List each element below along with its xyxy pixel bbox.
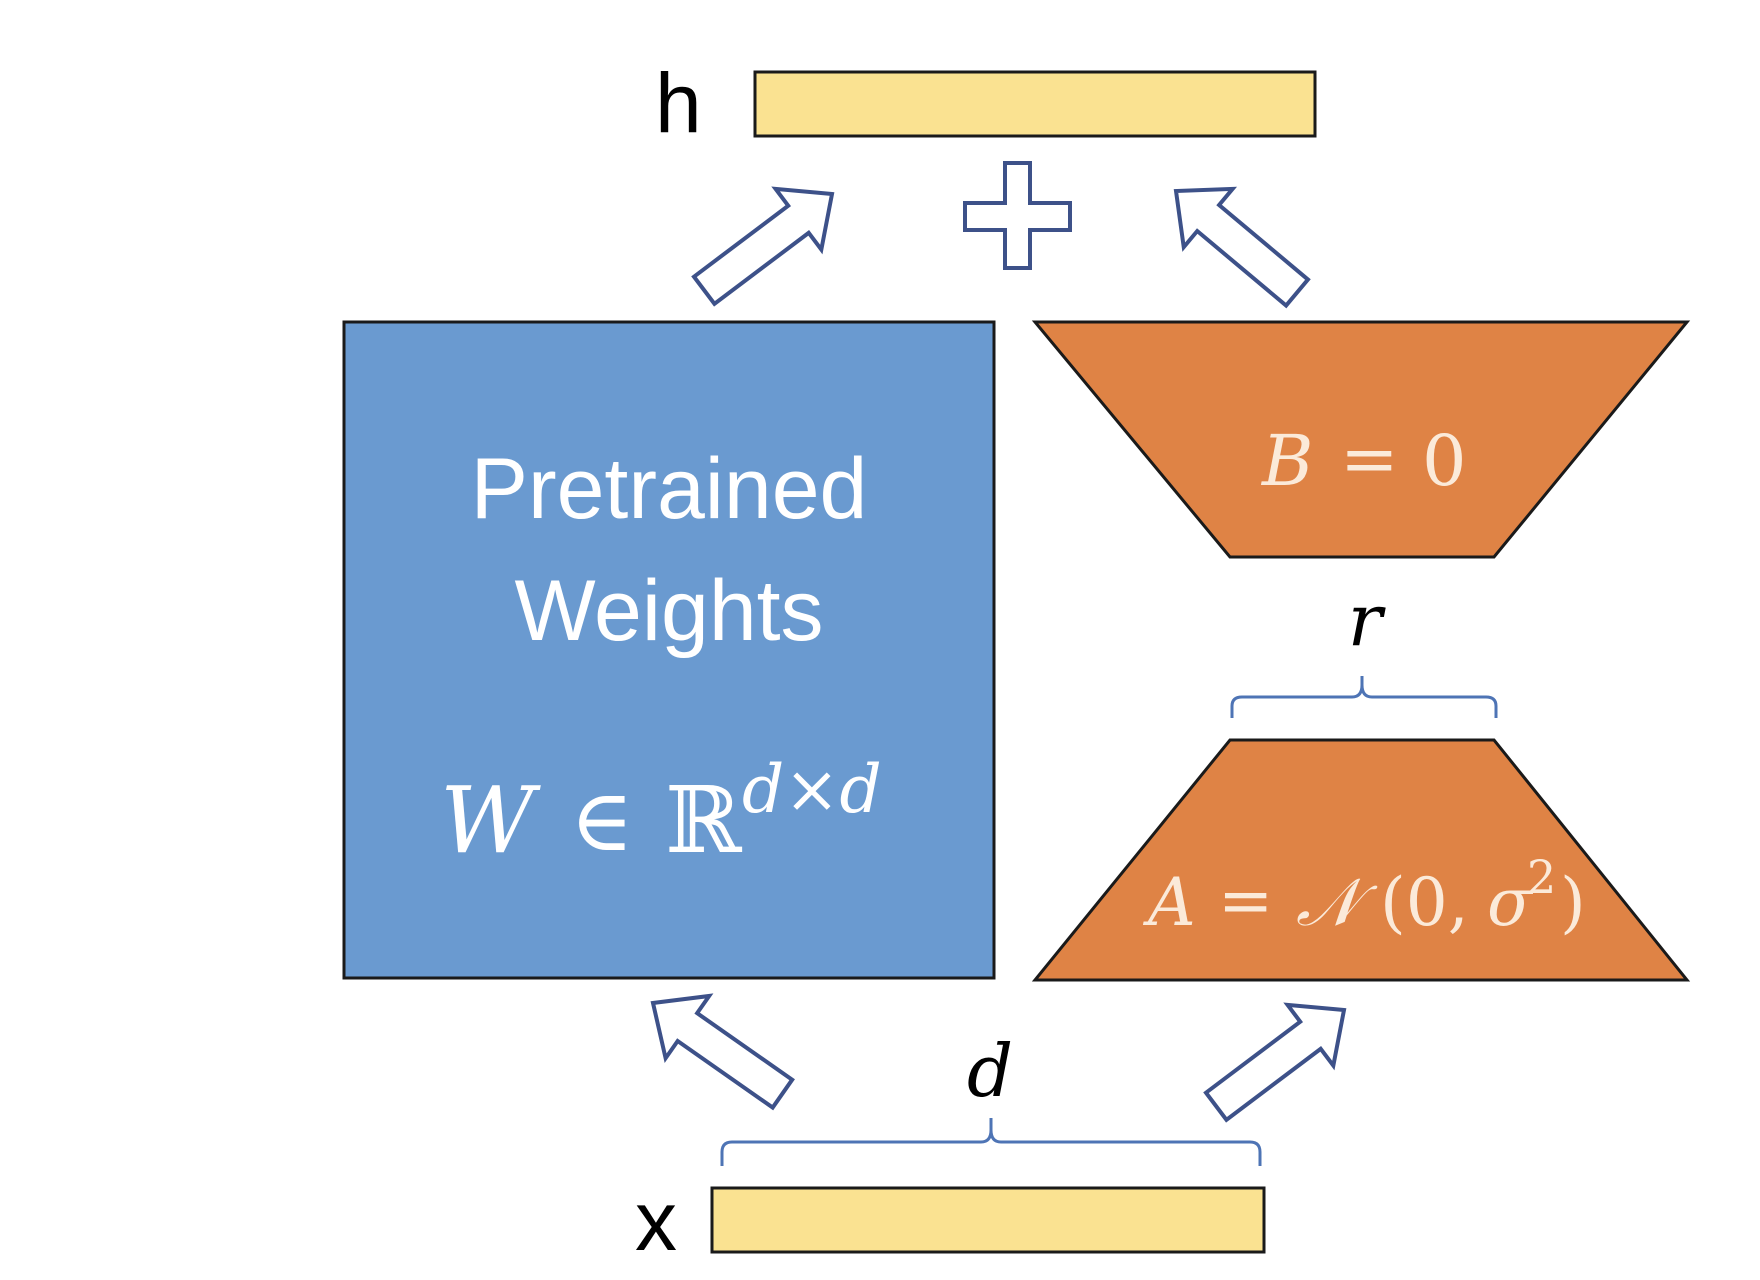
matrix-a-var: A bbox=[1142, 864, 1196, 941]
rank-brace bbox=[1230, 676, 1498, 718]
input-dim-label: d bbox=[967, 1029, 1013, 1113]
matrix-a-args-close: ) bbox=[1560, 864, 1586, 941]
formula-real-set: ℝ bbox=[665, 767, 743, 874]
arrow-pretrained-to-output bbox=[691, 186, 835, 307]
input-vector bbox=[710, 1186, 1266, 1254]
plus-icon bbox=[963, 161, 1072, 270]
matrix-a-block bbox=[1031, 738, 1691, 982]
input-label: x bbox=[635, 1174, 677, 1268]
pretrained-label-line1: Pretrained bbox=[471, 441, 868, 537]
pretrained-weights-block bbox=[342, 320, 996, 980]
matrix-b-formula: B = 0 bbox=[1260, 418, 1467, 502]
formula-in: ∈ bbox=[570, 771, 634, 871]
matrix-a-args-open: (0, bbox=[1380, 864, 1469, 941]
arrow-input-to-a bbox=[1203, 1002, 1347, 1123]
rank-label: r bbox=[1348, 578, 1386, 662]
matrix-b-value: 0 bbox=[1422, 420, 1467, 502]
pretrained-label-line2: Weights bbox=[514, 563, 823, 659]
arrow-input-to-pretrained bbox=[650, 993, 795, 1111]
matrix-b-eq: = bbox=[1340, 418, 1399, 500]
matrix-a-eq: = bbox=[1218, 862, 1273, 939]
input-dim-brace bbox=[720, 1118, 1262, 1166]
arrow-b-to-output bbox=[1173, 186, 1311, 309]
formula-w: W bbox=[440, 767, 541, 874]
matrix-a-sigma: σ bbox=[1487, 864, 1534, 941]
matrix-a-formula: A = 𝒩 (0, σ 2 ) bbox=[1142, 850, 1586, 941]
formula-superscript: d×d bbox=[742, 751, 882, 828]
matrix-b-var: B bbox=[1260, 420, 1313, 502]
output-label: h bbox=[655, 56, 702, 150]
pretrained-formula: W ∈ ℝ d×d bbox=[440, 751, 882, 874]
matrix-b-block bbox=[1031, 320, 1691, 559]
output-vector bbox=[753, 70, 1317, 138]
matrix-a-exponent: 2 bbox=[1527, 850, 1556, 904]
